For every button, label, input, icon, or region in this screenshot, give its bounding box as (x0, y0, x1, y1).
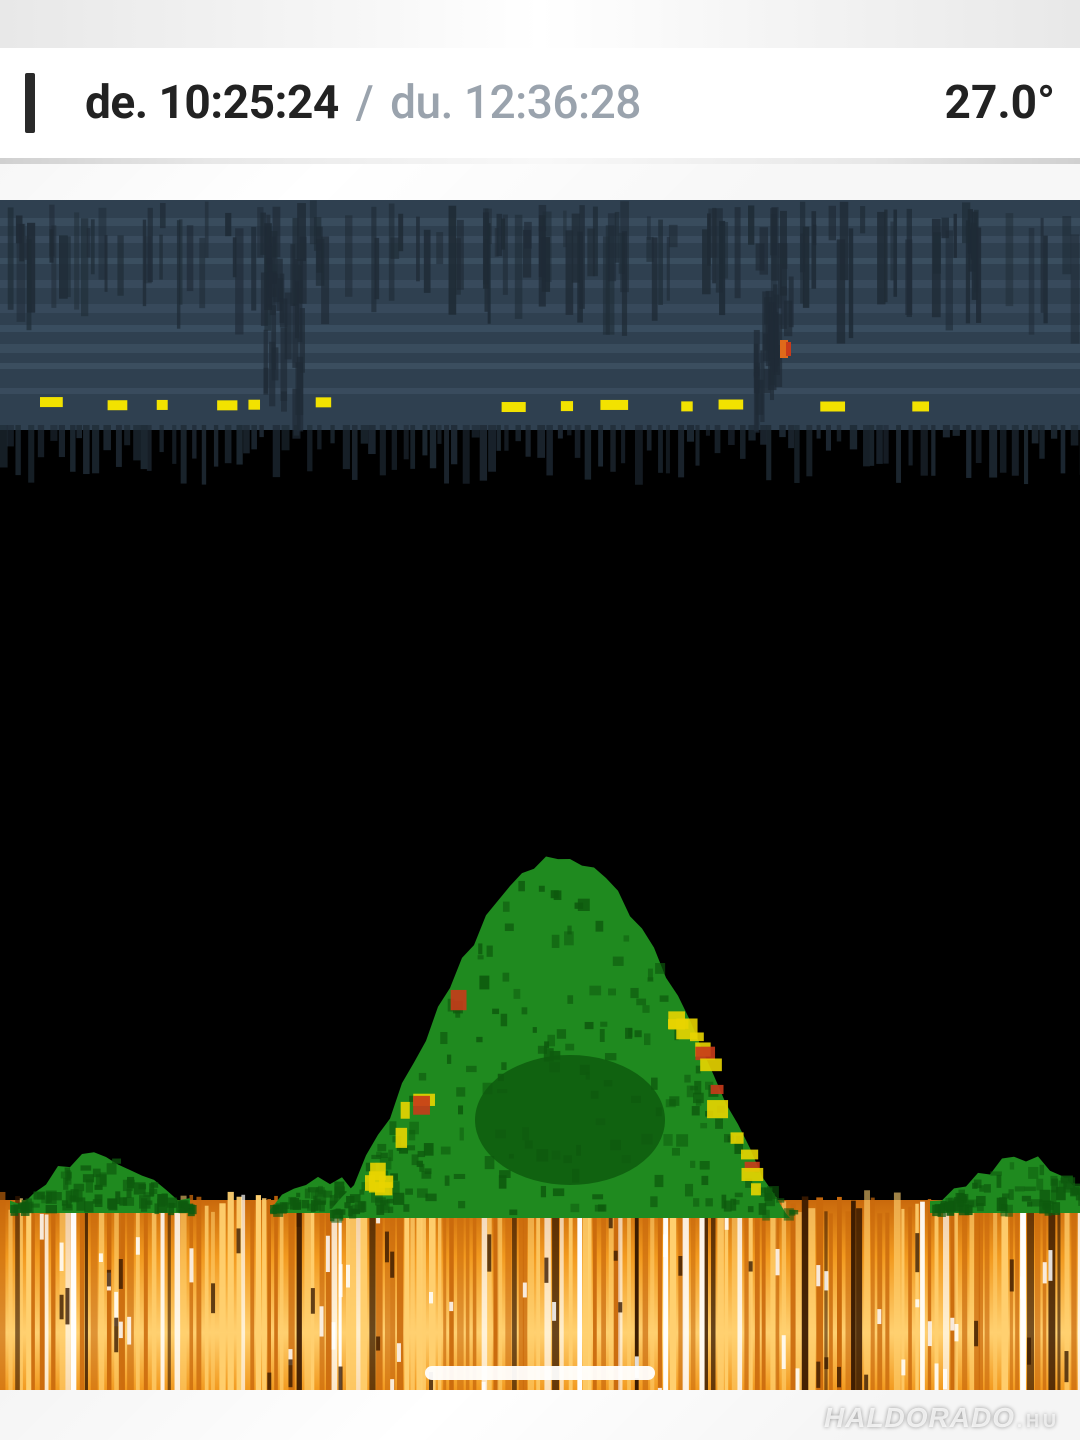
time-readout[interactable]: de. 10:25:24 / du. 12:36:28 (85, 76, 641, 130)
sonar-view[interactable] (0, 200, 1080, 1390)
watermark-domain: .HU (1017, 1411, 1060, 1431)
time-secondary: 12:36:28 (464, 76, 641, 130)
time-separator: / (356, 76, 373, 130)
header-lower-strip (0, 164, 1080, 200)
time-primary-prefix: de. (85, 76, 148, 130)
time-secondary-prefix: du. (390, 76, 453, 130)
home-indicator[interactable] (425, 1366, 655, 1380)
device-top-region (0, 0, 1080, 48)
app-frame: de. 10:25:24 / du. 12:36:28 27.0° HALDOR… (0, 0, 1080, 1440)
sonar-canvas (0, 200, 1080, 1390)
watermark-brand: HALDORADO (824, 1402, 1015, 1433)
time-primary: 10:25:24 (159, 76, 339, 130)
left-edge-marker (25, 73, 35, 133)
status-bar: de. 10:25:24 / du. 12:36:28 27.0° (0, 48, 1080, 158)
watermark: HALDORADO.HU (824, 1402, 1060, 1434)
temperature-readout[interactable]: 27.0° (945, 76, 1055, 130)
